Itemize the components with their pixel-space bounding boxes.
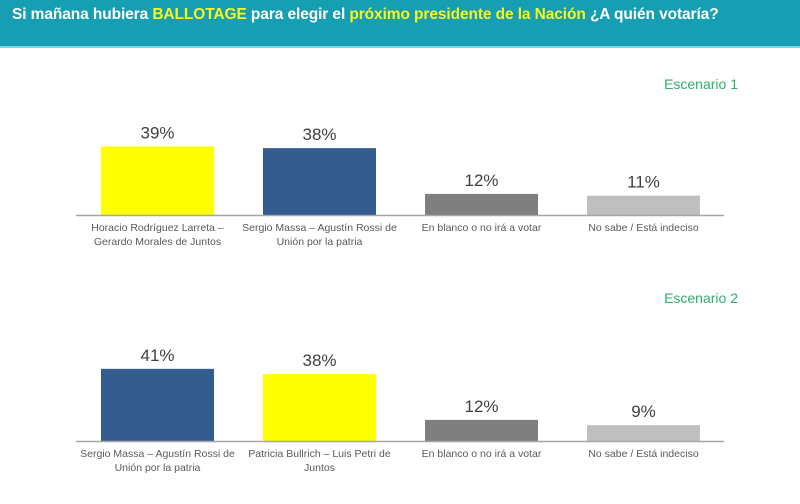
category-label-2: Sergio Massa – Agustín Rossi de Unión por… <box>240 221 400 249</box>
title-highlight: próximo presidente de la Nación <box>349 6 586 23</box>
category-label-line: Juntos <box>304 462 335 474</box>
category-label-line: No sabe / Está indeciso <box>588 448 699 460</box>
category-label-line: Gerardo Morales de Juntos <box>93 236 222 248</box>
bar-4 <box>587 425 700 441</box>
data-label-3: 12% <box>464 397 498 416</box>
data-label-1: 39% <box>140 123 174 142</box>
scenario-2-title: Escenario 2 <box>664 290 738 306</box>
bar-1 <box>101 146 214 215</box>
bar-2 <box>263 374 376 441</box>
bar-3 <box>425 193 538 215</box>
category-label-4: No sabe / Está indeciso <box>564 221 724 235</box>
category-label-line: En blanco o no irá a votar <box>421 222 542 234</box>
data-label-2: 38% <box>302 351 336 370</box>
category-label-line: Unión por la patria <box>276 236 363 248</box>
data-label-3: 12% <box>464 171 498 190</box>
title-text: para elegir el <box>246 6 350 23</box>
header-banner: Si mañana hubiera BALLOTAGE para elegir … <box>0 0 800 48</box>
scenario-1-chart: 39% 38% 12% 11% Horacio Rodríguez Larreta –… <box>76 123 724 249</box>
category-label-1: Horacio Rodríguez Larreta – Gerardo Moral… <box>78 221 238 249</box>
data-label-1: 41% <box>140 346 174 365</box>
bar-3 <box>425 419 538 441</box>
page-title: Si mañana hubiera BALLOTAGE para elegir … <box>12 6 719 24</box>
scenario-1-plot: 39% 38% 12% 11% <box>76 123 724 217</box>
data-label-4: 11% <box>627 173 660 192</box>
bar-2 <box>263 148 376 215</box>
category-label-3: En blanco o no irá a votar <box>402 447 562 461</box>
data-label-4: 9% <box>631 402 656 421</box>
category-label-2: Patricia Bullrich – Luis Petri de Juntos <box>240 447 400 475</box>
category-label-line: No sabe / Está indeciso <box>588 222 699 234</box>
bar-4 <box>587 195 700 215</box>
category-label-3: En blanco o no irá a votar <box>402 221 562 235</box>
bar-1 <box>101 368 214 441</box>
category-label-line: Horacio Rodríguez Larreta – <box>91 222 224 234</box>
category-label-line: Sergio Massa – Agustín Rossi de <box>80 448 235 460</box>
category-label-line: Unión por la patria <box>114 462 201 474</box>
category-label-line: Sergio Massa – Agustín Rossi de <box>242 222 397 234</box>
category-label-line: Patricia Bullrich – Luis Petri de <box>248 448 391 460</box>
scenario-1-title: Escenario 1 <box>664 76 738 92</box>
title-text: ¿A quién votaría? <box>585 6 719 23</box>
category-label-1: Sergio Massa – Agustín Rossi de Unión por… <box>78 447 238 475</box>
data-label-2: 38% <box>302 125 336 144</box>
title-highlight: BALLOTAGE <box>152 6 247 23</box>
category-label-line: En blanco o no irá a votar <box>421 448 542 460</box>
category-label-4: No sabe / Está indeciso <box>564 447 724 461</box>
title-text: Si mañana hubiera <box>12 6 153 23</box>
